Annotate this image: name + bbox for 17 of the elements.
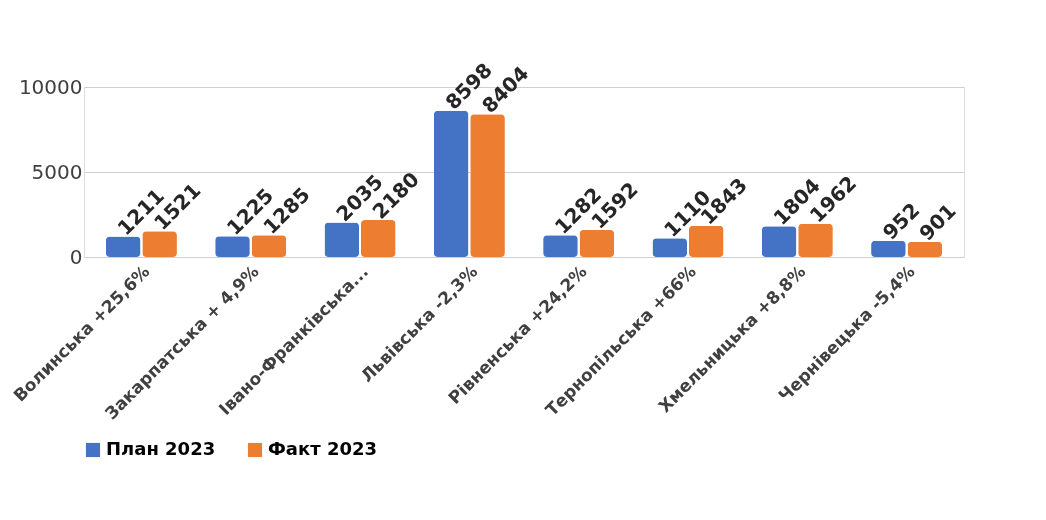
y-tick-label: 5000 — [31, 159, 83, 184]
bar — [543, 235, 578, 257]
legend-label: Факт 2023 — [268, 438, 378, 459]
bar — [251, 235, 287, 257]
bar — [105, 236, 141, 257]
bar — [907, 241, 943, 257]
bar — [652, 238, 688, 257]
bar — [215, 236, 250, 257]
y-tick-label: 0 — [69, 244, 83, 269]
bar — [470, 114, 505, 257]
bar — [798, 223, 833, 257]
bar — [761, 226, 797, 257]
legend-label: План 2023 — [106, 438, 216, 459]
bar — [433, 110, 469, 257]
bar — [324, 222, 360, 257]
y-tick-label: 10000 — [18, 74, 83, 99]
bar — [871, 240, 906, 257]
